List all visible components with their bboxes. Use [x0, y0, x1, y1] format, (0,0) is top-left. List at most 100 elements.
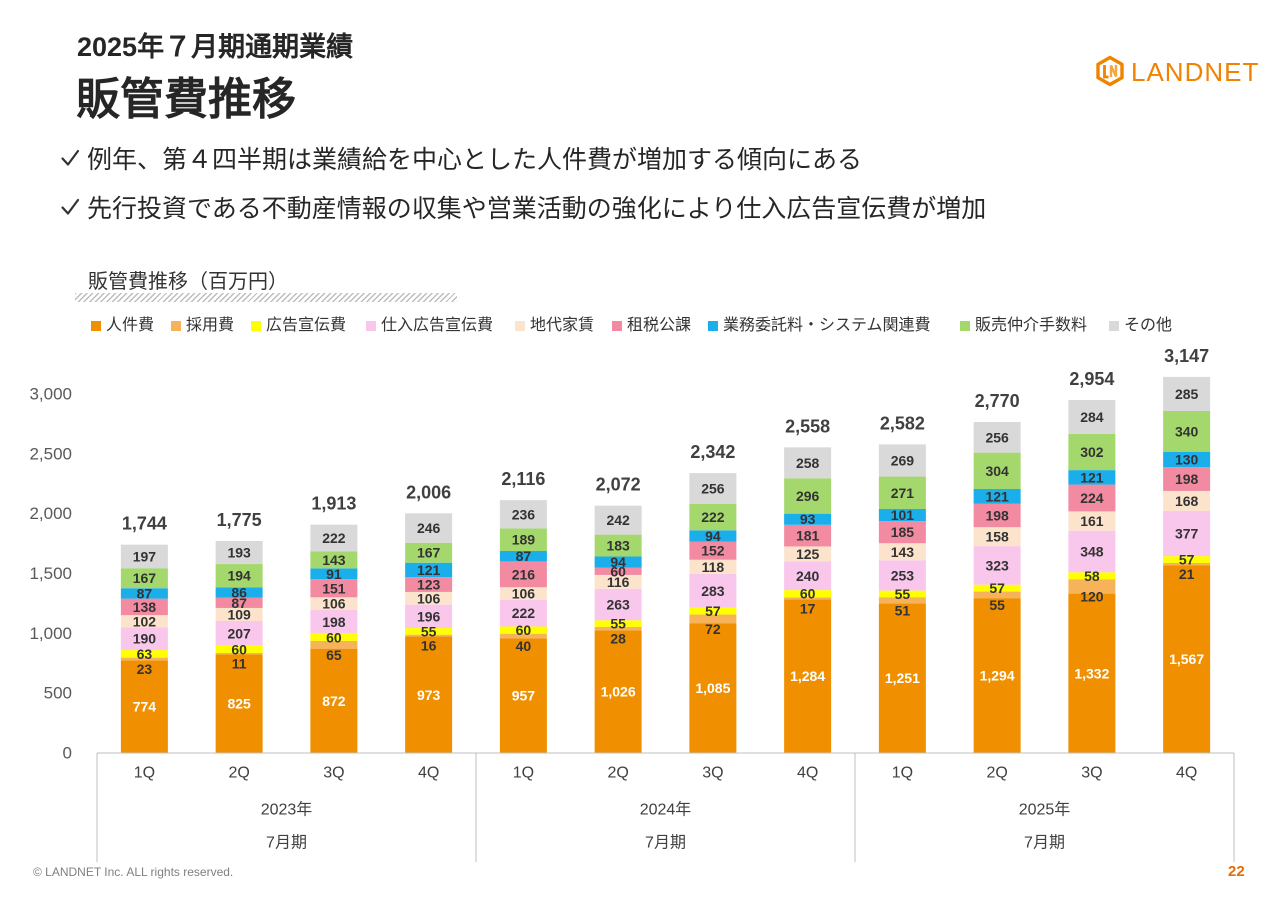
chart-title: 販管費推移（百万円）	[88, 271, 288, 293]
data-label: 40	[516, 638, 532, 654]
data-label: 340	[1175, 423, 1199, 439]
total-label: 2,072	[596, 475, 641, 495]
bar-segment	[310, 648, 358, 753]
data-label: 63	[137, 646, 153, 662]
data-label: 323	[985, 557, 1009, 573]
bar-segment	[499, 633, 547, 639]
x-tick-label: 4Q	[797, 765, 818, 782]
data-label: 94	[610, 554, 626, 570]
bar-segment	[1068, 572, 1116, 580]
y-tick-label: 1,000	[29, 624, 72, 643]
data-label: 198	[1175, 471, 1199, 487]
data-label: 91	[326, 566, 342, 582]
x-tick-label: 2Q	[607, 765, 628, 782]
total-label: 2,558	[785, 416, 830, 436]
bar-segment	[215, 587, 263, 598]
bar-segment	[120, 650, 168, 658]
bar-segment	[499, 528, 547, 552]
data-label: 106	[322, 596, 346, 612]
data-label: 60	[326, 629, 342, 645]
bar-segment	[120, 568, 168, 589]
data-label: 377	[1175, 526, 1199, 542]
bar-segment	[1163, 451, 1211, 468]
data-label: 86	[231, 584, 247, 600]
bar-segment	[594, 630, 642, 753]
bar-segment	[878, 476, 926, 509]
data-label: 55	[421, 623, 437, 639]
data-label: 872	[322, 693, 346, 709]
data-label: 271	[891, 485, 915, 501]
data-label: 1,085	[695, 680, 730, 696]
data-label: 21	[1179, 566, 1195, 582]
data-label: 121	[985, 488, 1009, 504]
bar-segment	[215, 652, 263, 655]
bar-segment	[689, 573, 737, 608]
data-label: 1,284	[790, 668, 825, 684]
bar-segment	[499, 500, 547, 529]
data-label: 256	[701, 480, 725, 496]
data-label: 1,567	[1169, 651, 1204, 667]
data-label: 825	[227, 696, 251, 712]
data-label: 957	[512, 688, 536, 704]
legend-item: 仕入広告宣伝費	[366, 317, 493, 335]
data-label: 109	[227, 606, 251, 622]
data-label: 168	[1175, 493, 1199, 509]
data-label: 242	[606, 512, 630, 528]
bar-segment	[878, 560, 926, 591]
bar-segment	[594, 588, 642, 621]
data-label: 123	[417, 577, 441, 593]
bar-segment	[689, 607, 737, 615]
bar-segment	[405, 513, 453, 543]
bar-segment	[784, 597, 832, 600]
data-label: 1,332	[1074, 665, 1109, 681]
data-label: 222	[701, 509, 725, 525]
legend-label: その他	[1124, 317, 1173, 334]
data-label: 194	[227, 568, 251, 584]
bar-segment	[1163, 562, 1211, 566]
data-label: 183	[606, 538, 630, 554]
data-label: 143	[891, 544, 915, 560]
key-points-list: 例年、第４四半期は業績給を中心とした人件費が増加する傾向にある 先行投資である不…	[60, 141, 986, 239]
total-label: 1,775	[217, 510, 262, 530]
bar-segment	[973, 489, 1021, 504]
bar-segment	[878, 597, 926, 604]
total-label: 2,006	[406, 482, 451, 502]
data-label: 167	[133, 570, 157, 586]
data-label: 120	[1080, 588, 1104, 604]
data-label: 121	[417, 562, 441, 578]
data-label: 193	[227, 545, 251, 561]
data-label: 222	[512, 605, 536, 621]
data-label: 258	[796, 455, 820, 471]
chart-legend: 人件費 採用費 広告宣伝費 仕入広告宣伝費 地代家賃 租税公課 業務委託料・システム関連費 販…	[0, 317, 1280, 335]
bar-segment	[594, 556, 642, 568]
data-label: 94	[705, 528, 721, 544]
x-tick-label: 2Q	[986, 765, 1007, 782]
bar-segment	[973, 584, 1021, 592]
bar-segment	[310, 524, 358, 552]
chart-title-hatched-underline	[75, 293, 457, 302]
bar-segment	[405, 591, 453, 605]
bar-segment	[405, 628, 453, 635]
bar-segment	[878, 590, 926, 598]
bar-segment	[973, 452, 1021, 490]
bullet-text: 先行投資である不動産情報の収集や営業活動の強化により仕入広告宣伝費が増加	[87, 195, 987, 223]
data-label: 16	[421, 638, 437, 654]
bar-segment	[120, 544, 168, 569]
data-label: 207	[227, 625, 251, 641]
bar-segment	[973, 591, 1021, 599]
bar-segment	[1163, 565, 1211, 753]
data-label: 28	[610, 631, 626, 647]
bar-segment	[1068, 593, 1116, 753]
bar-segment	[215, 597, 263, 608]
copyright-notice: © LANDNET Inc. ALL rights reserved.	[33, 865, 234, 879]
page-number: 22	[1228, 863, 1245, 880]
x-tick-label: 3Q	[702, 765, 723, 782]
data-label: 23	[137, 661, 153, 677]
bar-segment	[1068, 579, 1116, 594]
bar-segment	[120, 615, 168, 628]
data-label: 1,294	[980, 668, 1015, 684]
bar-segment	[499, 561, 547, 588]
slide-subtitle: 2025年７月期通期業績	[77, 32, 354, 62]
